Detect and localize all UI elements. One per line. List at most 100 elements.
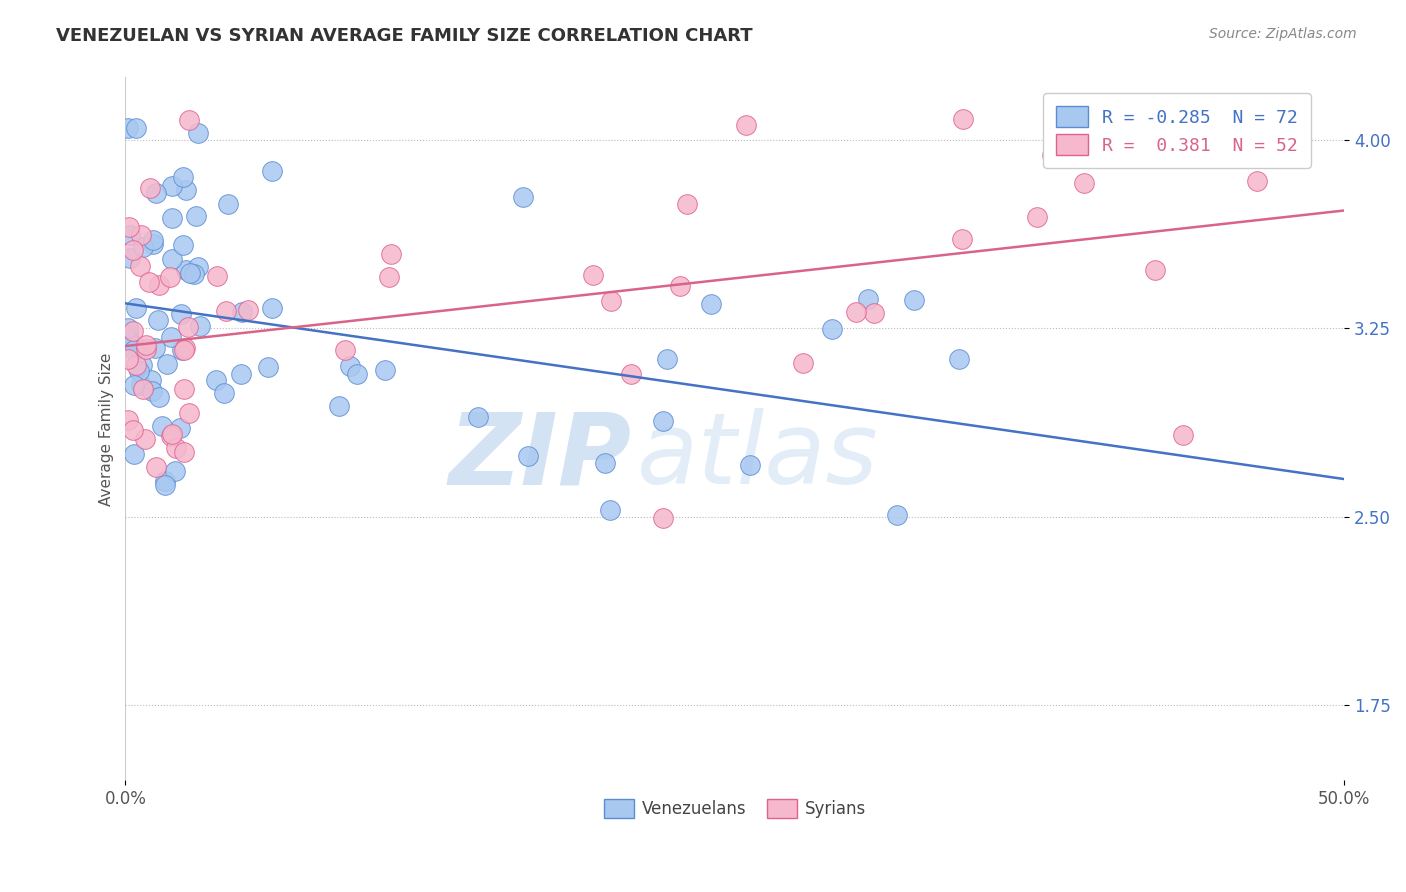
Point	[125, 120, 148, 135]
Point	[145, 186, 167, 200]
Point	[135, 342, 157, 356]
Point	[620, 368, 643, 382]
Point	[177, 112, 200, 127]
Point	[170, 307, 193, 321]
Point	[160, 428, 183, 442]
Point	[117, 333, 139, 347]
Point	[173, 444, 195, 458]
Point	[668, 279, 690, 293]
Point	[129, 228, 152, 243]
Point	[163, 464, 186, 478]
Point	[170, 343, 193, 357]
Point	[700, 297, 723, 311]
Point	[183, 267, 205, 281]
Point	[122, 447, 145, 461]
Point	[117, 326, 139, 341]
Point	[145, 459, 167, 474]
Point	[118, 227, 141, 242]
Point	[129, 378, 152, 392]
Point	[159, 330, 181, 344]
Point	[179, 266, 201, 280]
Point	[165, 441, 187, 455]
Point	[162, 179, 184, 194]
Point	[655, 351, 678, 366]
Point	[1042, 148, 1064, 162]
Point	[186, 209, 208, 223]
Point	[262, 301, 284, 316]
Point	[150, 419, 173, 434]
Point	[346, 367, 368, 381]
Point	[172, 169, 194, 184]
Point	[159, 270, 181, 285]
Point	[176, 319, 198, 334]
Point	[188, 319, 211, 334]
Point	[117, 321, 139, 335]
Point	[129, 259, 152, 273]
Point	[148, 313, 170, 327]
Point	[117, 352, 139, 367]
Point	[124, 338, 146, 352]
Point	[174, 263, 197, 277]
Point	[179, 406, 201, 420]
Point	[214, 385, 236, 400]
Point	[122, 324, 145, 338]
Point	[229, 368, 252, 382]
Point	[856, 292, 879, 306]
Point	[257, 360, 280, 375]
Point	[582, 268, 605, 282]
Point	[260, 164, 283, 178]
Point	[903, 293, 925, 307]
Point	[1073, 176, 1095, 190]
Point	[132, 382, 155, 396]
Point	[118, 219, 141, 234]
Point	[173, 382, 195, 396]
Point	[517, 449, 540, 463]
Point	[1144, 263, 1167, 277]
Point	[380, 247, 402, 261]
Point	[187, 260, 209, 275]
Point	[652, 414, 675, 428]
Point	[143, 342, 166, 356]
Point	[950, 232, 973, 246]
Point	[740, 458, 762, 473]
Point	[374, 363, 396, 377]
Point	[142, 233, 165, 247]
Point	[339, 359, 361, 374]
Point	[148, 278, 170, 293]
Point	[676, 197, 699, 211]
Point	[238, 302, 260, 317]
Point	[156, 358, 179, 372]
Point	[215, 304, 238, 318]
Point	[217, 197, 239, 211]
Point	[139, 181, 162, 195]
Point	[952, 112, 974, 126]
Point	[117, 120, 139, 135]
Point	[378, 270, 401, 285]
Point	[204, 373, 226, 387]
Point	[120, 251, 142, 265]
Point	[139, 373, 162, 387]
Point	[122, 243, 145, 257]
Point	[512, 190, 534, 204]
Point	[122, 424, 145, 438]
Point	[231, 304, 253, 318]
Point	[652, 510, 675, 524]
Point	[125, 358, 148, 372]
Y-axis label: Average Family Size: Average Family Size	[100, 352, 114, 506]
Point	[1246, 173, 1268, 187]
Text: Source: ZipAtlas.com: Source: ZipAtlas.com	[1209, 27, 1357, 41]
Point	[599, 502, 621, 516]
Point	[141, 384, 163, 398]
Text: ZIP: ZIP	[449, 409, 631, 506]
Point	[169, 420, 191, 434]
Text: atlas: atlas	[637, 409, 879, 506]
Point	[173, 343, 195, 358]
Point	[174, 341, 197, 355]
Point	[122, 343, 145, 358]
Point	[160, 427, 183, 442]
Legend: Venezuelans, Syrians: Venezuelans, Syrians	[598, 792, 873, 825]
Point	[138, 275, 160, 289]
Point	[174, 183, 197, 197]
Point	[128, 364, 150, 378]
Point	[467, 409, 489, 424]
